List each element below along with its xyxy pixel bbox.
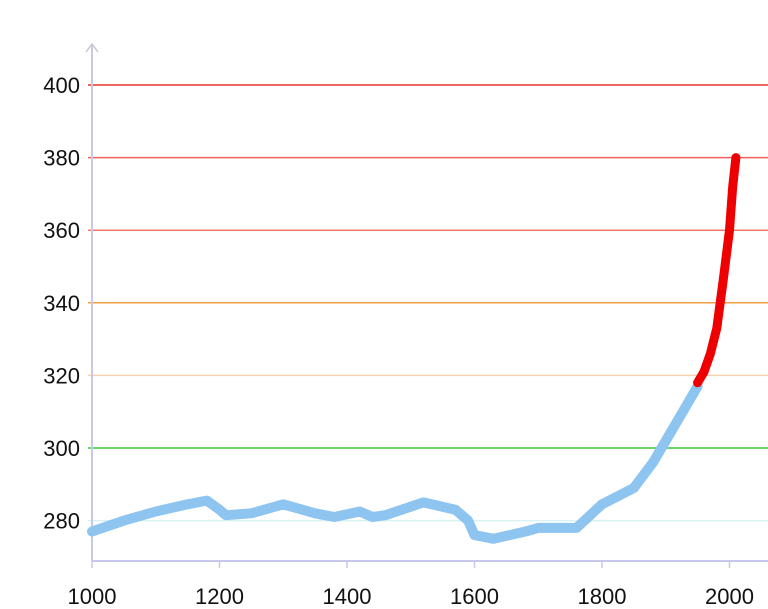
y-tick-label: 300 (43, 436, 80, 461)
x-tick-label: 1200 (195, 584, 244, 609)
x-tick-label: 2000 (705, 584, 754, 609)
y-tick-label: 360 (43, 218, 80, 243)
x-tick-label: 1000 (68, 584, 117, 609)
series-line-0 (87, 381, 703, 544)
x-tick-label: 1600 (450, 584, 499, 609)
y-tick-label: 280 (43, 509, 80, 534)
series-line-1 (693, 153, 741, 388)
y-tick-label: 380 (43, 146, 80, 171)
x-tick-label: 1400 (323, 584, 372, 609)
y-tick-label: 340 (43, 291, 80, 316)
y-tick-label: 400 (43, 73, 80, 98)
y-tick-label: 320 (43, 363, 80, 388)
x-tick-label: 1800 (578, 584, 627, 609)
y-axis-arrow-icon (85, 42, 99, 53)
